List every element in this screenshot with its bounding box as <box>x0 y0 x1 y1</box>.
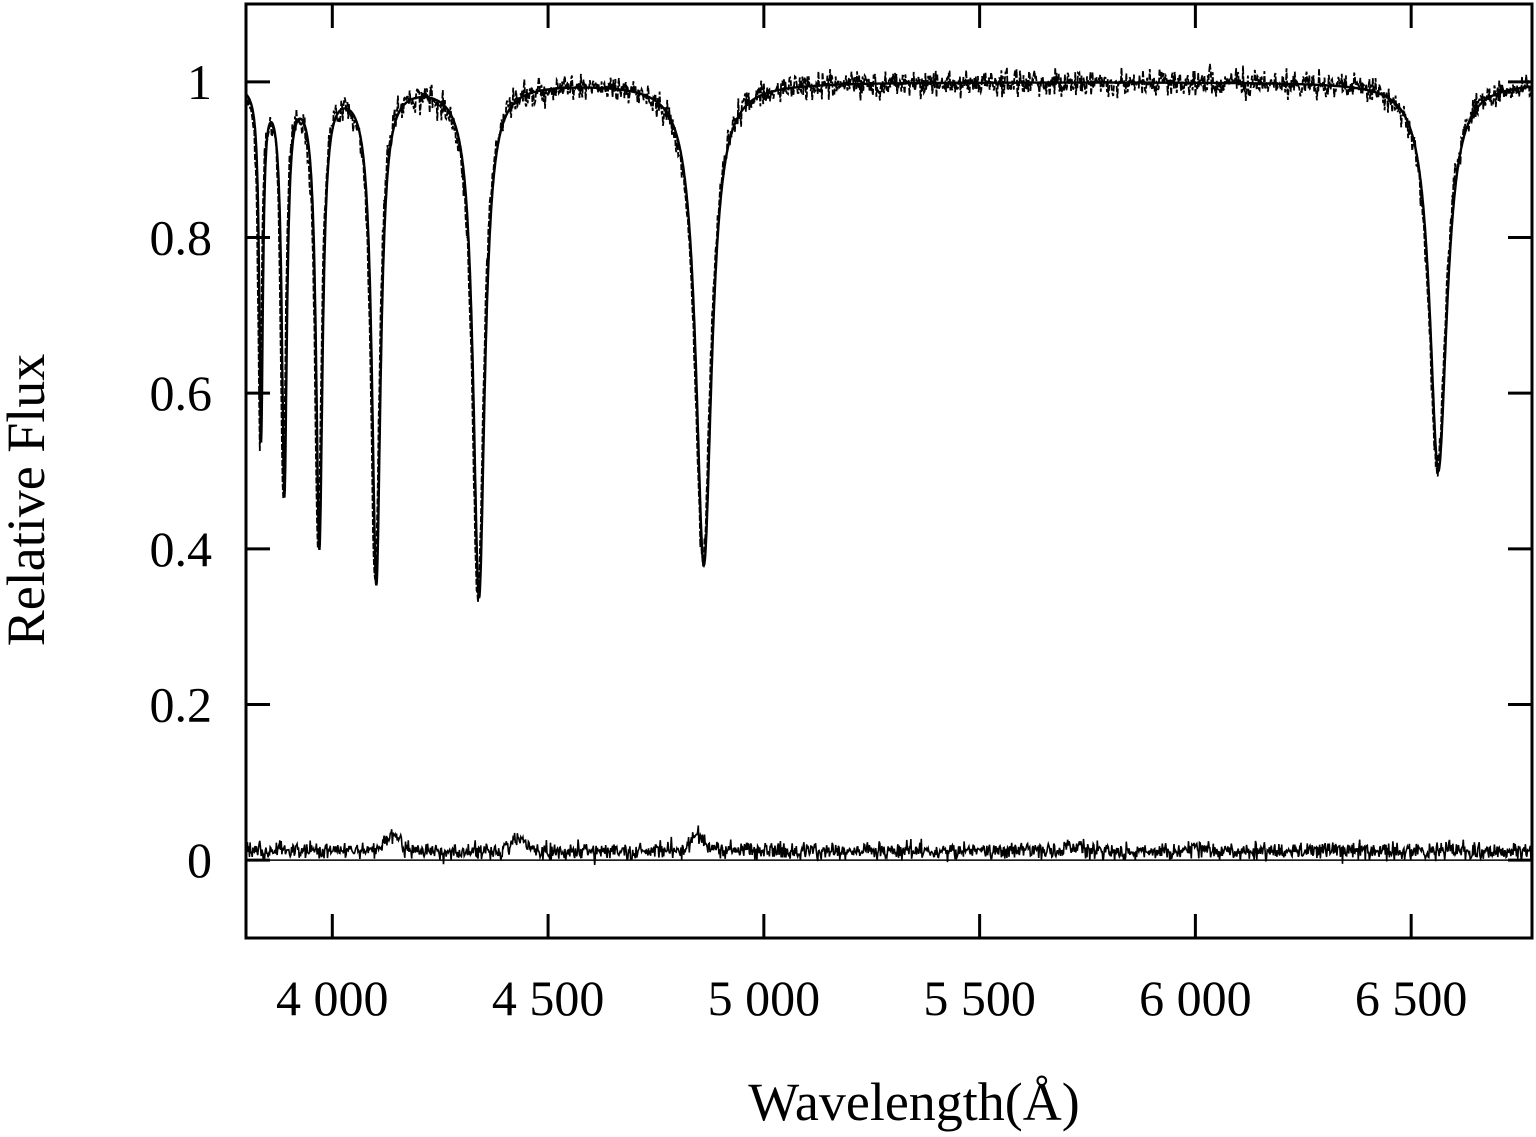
observed-series-line <box>245 63 1533 603</box>
y-tick-label: 0.8 <box>150 210 213 266</box>
x-tick-label: 5 000 <box>708 970 821 1026</box>
y-axis-title: Relative Flux <box>0 354 56 646</box>
x-axis-title: Wavelength(Å) <box>748 1072 1080 1132</box>
data-series <box>245 63 1533 866</box>
x-tick-label: 4 000 <box>276 970 389 1026</box>
x-tick-label: 5 500 <box>923 970 1036 1026</box>
y-tick-label: 1 <box>187 54 212 110</box>
x-tick-label: 6 500 <box>1355 970 1468 1026</box>
plot-frame <box>244 2 1534 940</box>
x-tick-label: 4 500 <box>492 970 605 1026</box>
residual-series-line <box>245 825 1533 866</box>
y-tick-label: 0.2 <box>150 677 213 733</box>
y-tick-label: 0.6 <box>150 365 213 421</box>
axis-ticks: 4 000 4 500 5 000 5 500 6 000 6 500 0 0.2 0.4 0.6… <box>150 4 1532 1026</box>
y-tick-label: 0.4 <box>150 521 213 577</box>
y-tick-label: 0 <box>187 832 212 888</box>
x-tick-label: 6 000 <box>1139 970 1252 1026</box>
model-series-line <box>245 81 1533 599</box>
